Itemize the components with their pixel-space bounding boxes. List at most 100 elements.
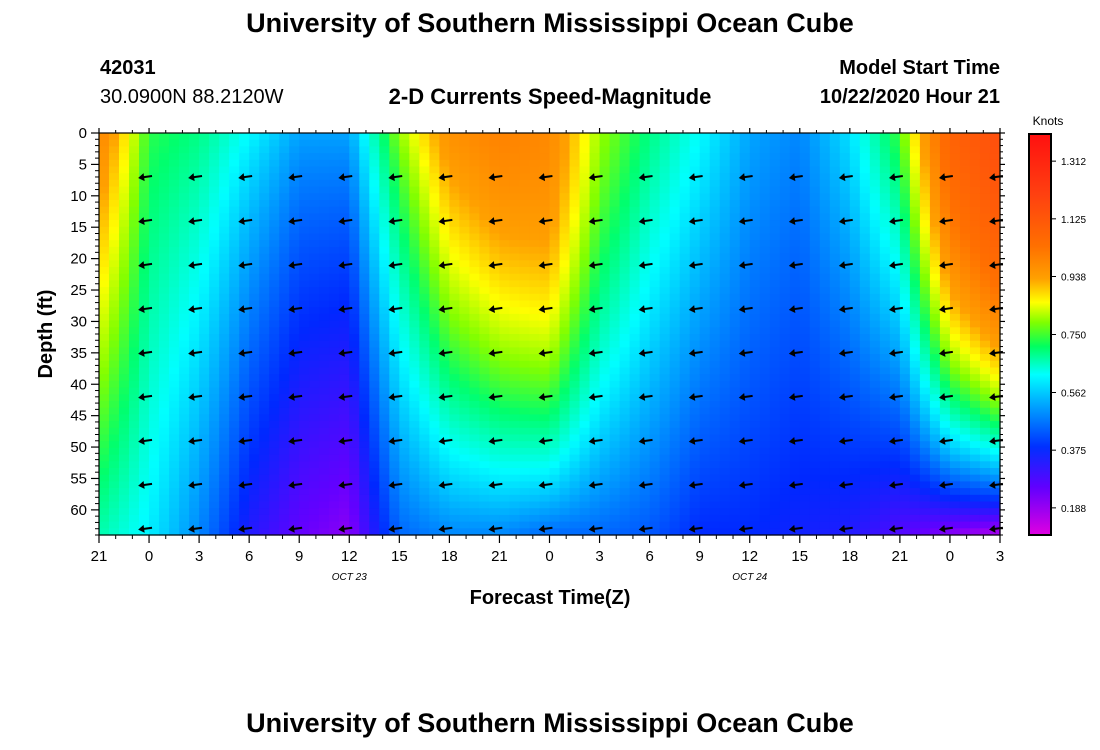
colorbar-label: Knots [1033, 114, 1064, 128]
current-arrow [488, 173, 503, 182]
current-arrow [438, 436, 453, 445]
current-arrow [788, 392, 803, 401]
current-arrow [588, 392, 603, 401]
x-tick-label: 15 [391, 548, 408, 565]
current-arrow [788, 348, 803, 357]
current-arrow [938, 524, 953, 533]
current-arrow [989, 524, 1004, 533]
current-arrow [388, 261, 403, 270]
current-arrow [588, 348, 603, 357]
current-arrow [388, 524, 403, 533]
x-tick-label: 6 [245, 548, 253, 565]
current-arrow [738, 436, 753, 445]
current-arrow [388, 217, 403, 226]
current-arrow [738, 392, 753, 401]
x-tick-label: 15 [791, 548, 808, 565]
x-tick-label: 3 [195, 548, 203, 565]
current-arrow [788, 480, 803, 489]
x-tick-label: 21 [491, 548, 508, 565]
colorbar-tick-label: 0.375 [1061, 446, 1086, 457]
current-arrow [188, 261, 203, 270]
current-arrow [938, 305, 953, 314]
current-arrow [538, 524, 553, 533]
colorbar-tick-label: 0.750 [1061, 331, 1086, 342]
current-arrow [888, 305, 903, 314]
current-arrow [188, 217, 203, 226]
x-tick-label: 12 [741, 548, 758, 565]
current-arrow [638, 261, 653, 270]
current-arrow [138, 436, 153, 445]
current-arrow [438, 217, 453, 226]
y-tick-label: 35 [70, 345, 87, 362]
y-tick-label: 50 [70, 439, 87, 456]
current-arrow [388, 173, 403, 182]
current-arrow [938, 348, 953, 357]
current-arrow [838, 348, 853, 357]
current-arrow [338, 524, 353, 533]
colorbar-tick-label: 0.562 [1061, 388, 1086, 399]
current-arrow [438, 480, 453, 489]
model-start-label: Model Start Time [839, 57, 1000, 79]
x-tick-label: 0 [946, 548, 954, 565]
current-arrow [438, 173, 453, 182]
current-arrow [989, 305, 1004, 314]
current-arrow [938, 436, 953, 445]
current-arrow [438, 261, 453, 270]
current-arrow [188, 348, 203, 357]
current-arrows [138, 173, 1004, 533]
x-tick-label: 3 [595, 548, 603, 565]
current-arrow [989, 261, 1004, 270]
current-arrow [138, 173, 153, 182]
current-arrow [188, 392, 203, 401]
current-arrow [938, 480, 953, 489]
current-arrow [838, 524, 853, 533]
current-arrow [338, 217, 353, 226]
current-arrow [938, 217, 953, 226]
x-tick-label: 6 [645, 548, 653, 565]
current-arrow [688, 261, 703, 270]
heatmap-cells [99, 133, 1001, 536]
current-arrow [638, 392, 653, 401]
current-arrow [838, 392, 853, 401]
current-arrow [188, 480, 203, 489]
current-arrow [838, 305, 853, 314]
current-arrow [588, 524, 603, 533]
station-id: 42031 [100, 57, 156, 79]
current-arrow [738, 524, 753, 533]
x-tick-label: 0 [145, 548, 153, 565]
current-arrow [538, 392, 553, 401]
x-tick-label: 0 [545, 548, 553, 565]
colorbar-tick-label: 1.125 [1061, 215, 1086, 226]
x-tick-label: 9 [295, 548, 303, 565]
current-arrow [438, 392, 453, 401]
current-arrow [138, 524, 153, 533]
current-arrow [738, 305, 753, 314]
x-tick-label: 9 [695, 548, 703, 565]
current-arrow [738, 261, 753, 270]
current-arrow [638, 348, 653, 357]
current-arrow [989, 480, 1004, 489]
current-arrow [488, 217, 503, 226]
current-arrow [488, 436, 503, 445]
current-arrow [388, 305, 403, 314]
current-arrow [338, 392, 353, 401]
chart-subtitle: 2-D Currents Speed-Magnitude [388, 84, 712, 109]
current-arrow [888, 173, 903, 182]
current-arrow [338, 480, 353, 489]
current-arrow [989, 348, 1004, 357]
current-arrow [538, 348, 553, 357]
colorbar-tick-label: 0.188 [1061, 504, 1086, 515]
current-arrow [488, 480, 503, 489]
current-arrow [238, 173, 253, 182]
current-arrow [588, 305, 603, 314]
current-arrow [538, 305, 553, 314]
current-arrow [788, 436, 803, 445]
current-arrow [989, 392, 1004, 401]
current-arrow [938, 392, 953, 401]
current-arrow [588, 436, 603, 445]
current-arrow [238, 392, 253, 401]
current-arrow [388, 480, 403, 489]
current-arrow [838, 480, 853, 489]
current-arrow [738, 217, 753, 226]
